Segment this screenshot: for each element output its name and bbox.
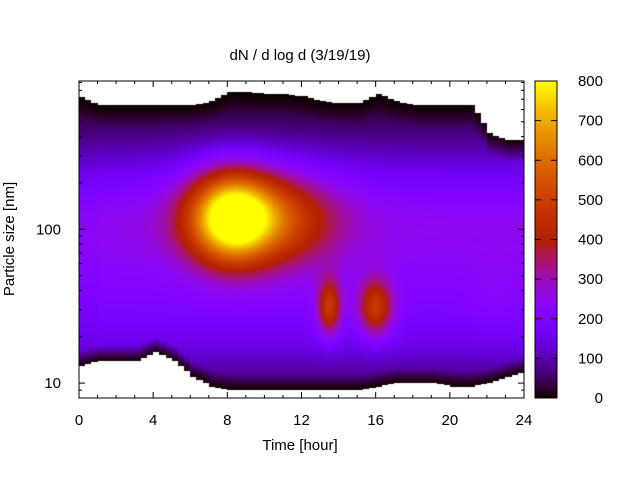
heatmap-raster: [79, 81, 524, 398]
x-axis-label: Time [hour]: [262, 437, 337, 454]
colorbar-tick-label: 300: [578, 271, 603, 288]
colorbar-tick-label: 100: [578, 350, 603, 367]
colorbar-tick-label: 400: [578, 232, 603, 249]
x-tick-label: 16: [367, 412, 384, 429]
plot-frame: [78, 80, 525, 399]
x-tick-label: 4: [149, 412, 157, 429]
y-tick-label: 100: [36, 221, 61, 238]
colorbar-ticks: 0 100 200 300 400 500 600 700 800: [535, 73, 603, 407]
x-tick-label: 0: [75, 412, 83, 429]
plot-area: 0 4 8 12 16 20 24 10 100: [36, 80, 533, 429]
colorbar-frame: [534, 80, 558, 399]
x-tick-label: 8: [223, 412, 231, 429]
x-tick-label: 12: [293, 412, 310, 429]
y-axis-label: Particle size [nm]: [1, 182, 18, 296]
colorbar-tick-label: 800: [578, 73, 603, 90]
y-axis-ticks: 10 100: [36, 81, 524, 399]
colorbar-tick-label: 0: [595, 390, 603, 407]
colorbar-tick-label: 600: [578, 152, 603, 169]
colorbar-tick-label: 500: [578, 192, 603, 209]
y-tick-label: 10: [44, 375, 61, 392]
colorbar-tick-label: 200: [578, 311, 603, 328]
x-tick-label: 20: [441, 412, 458, 429]
heatmap-container: [79, 81, 524, 398]
colorbar-tick-label: 700: [578, 113, 603, 130]
chart-title: dN / d log d (3/19/19): [230, 47, 371, 64]
x-axis-ticks: 0 4 8 12 16 20 24: [75, 81, 533, 429]
colorbar: 0 100 200 300 400 500 600 700 800: [534, 73, 603, 407]
x-tick-label: 24: [516, 412, 533, 429]
